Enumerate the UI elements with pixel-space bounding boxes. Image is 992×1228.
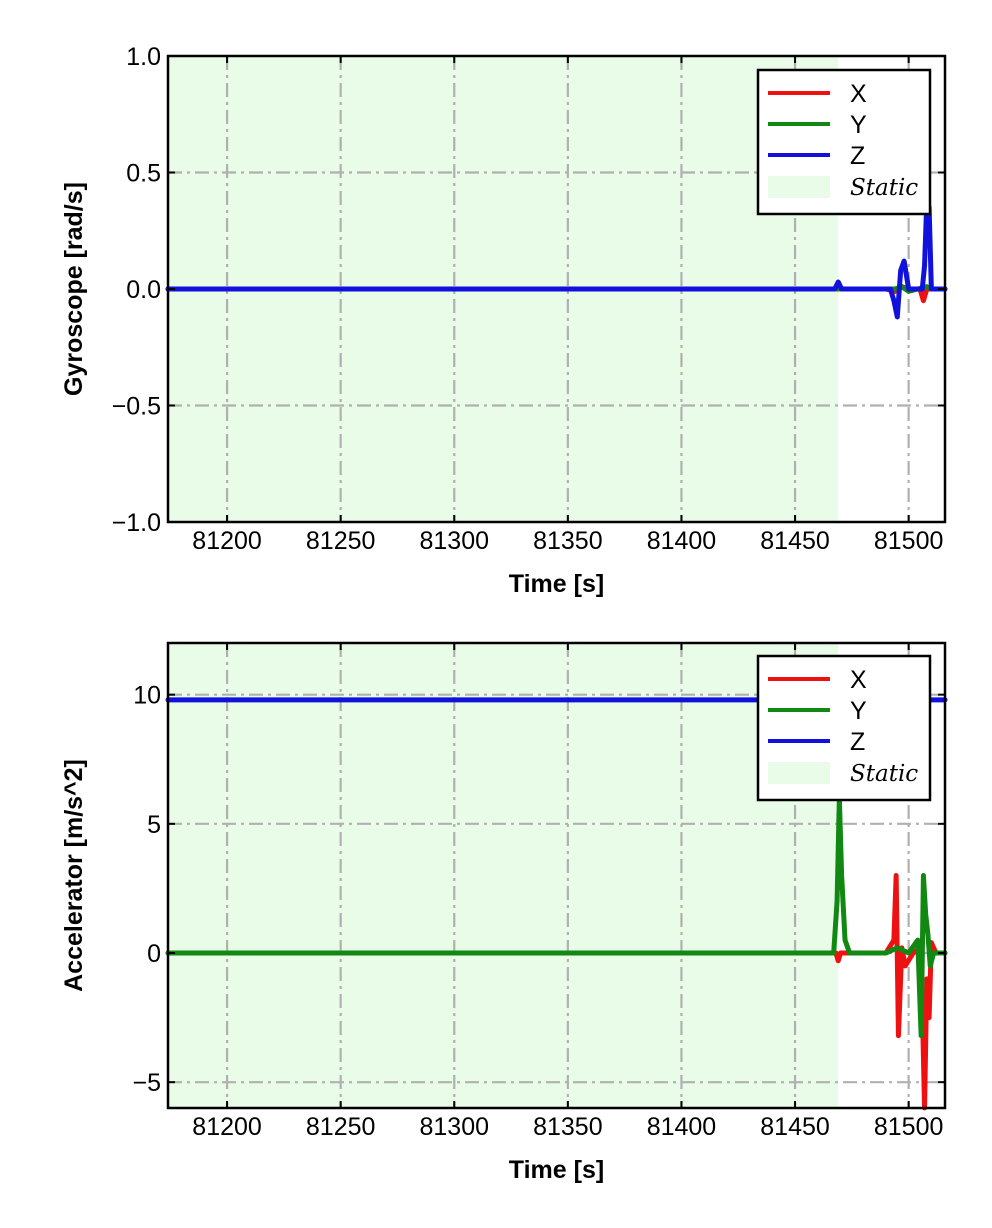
legend-swatch-static xyxy=(768,762,830,784)
legend-label-static: Static xyxy=(850,761,918,787)
x-tick-label: 81400 xyxy=(647,527,717,555)
x-tick-label: 81500 xyxy=(874,527,944,555)
x-tick-label: 81250 xyxy=(306,527,376,555)
x-tick-label: 81500 xyxy=(874,1113,944,1141)
x-axis-label: Time [s] xyxy=(509,1156,604,1184)
legend-label-z: Z xyxy=(850,728,865,756)
y-tick-label: 0 xyxy=(147,940,161,968)
legend-label-y: Y xyxy=(850,697,867,725)
legend: X Y Z Static xyxy=(756,68,932,216)
x-tick-label: 81450 xyxy=(760,1113,830,1141)
legend-label-y: Y xyxy=(850,111,867,139)
x-tick-label: 81450 xyxy=(760,527,830,555)
x-tick-label: 81200 xyxy=(192,1113,262,1141)
x-tick-label: 81250 xyxy=(306,1113,376,1141)
y-tick-label: 0.5 xyxy=(126,160,161,188)
legend-label-x: X xyxy=(850,666,867,694)
x-tick-label: 81350 xyxy=(533,527,603,555)
ticks: 81200 81250 81300 81350 81400 81450 81500 −1.0 −… xyxy=(112,43,945,555)
y-tick-label: 10 xyxy=(133,682,161,710)
ticks: 81200 81250 81300 81350 81400 81450 81500 −5 0 5 1… xyxy=(132,643,945,1141)
legend-label-z: Z xyxy=(850,142,865,170)
x-tick-label: 81400 xyxy=(647,1113,717,1141)
legend: X Y Z Static xyxy=(756,654,932,802)
x-tick-label: 81200 xyxy=(192,527,262,555)
y-tick-label: 5 xyxy=(147,811,161,839)
x-axis-label: Time [s] xyxy=(509,570,604,598)
y-tick-label: 1.0 xyxy=(126,43,161,71)
series-line-z xyxy=(165,197,948,320)
y-axis-label: Gyroscope [rad/s] xyxy=(60,182,88,396)
y-tick-label: −5 xyxy=(132,1069,161,1097)
accelerator-subplot: 81200 81250 81300 81350 81400 81450 81500 −5 0 5 1… xyxy=(60,641,948,1184)
series-layer xyxy=(165,197,948,320)
x-tick-label: 81300 xyxy=(419,1113,489,1141)
plot-frame xyxy=(166,641,947,1110)
legend-swatch-static xyxy=(768,176,830,198)
y-tick-label: −0.5 xyxy=(112,393,161,421)
y-tick-label: −1.0 xyxy=(112,509,161,537)
legend-label-static: Static xyxy=(850,175,918,201)
static-region xyxy=(168,643,839,1108)
y-tick-label: 0.0 xyxy=(126,276,161,304)
x-tick-label: 81300 xyxy=(419,527,489,555)
gyroscope-subplot: 81200 81250 81300 81350 81400 81450 81500 −1.0 −… xyxy=(60,43,948,598)
x-tick-label: 81350 xyxy=(533,1113,603,1141)
legend-label-x: X xyxy=(850,80,867,108)
y-axis-label: Accelerator [m/s^2] xyxy=(60,759,88,992)
series-line-x xyxy=(165,873,948,1111)
series-line-y xyxy=(165,795,948,1039)
